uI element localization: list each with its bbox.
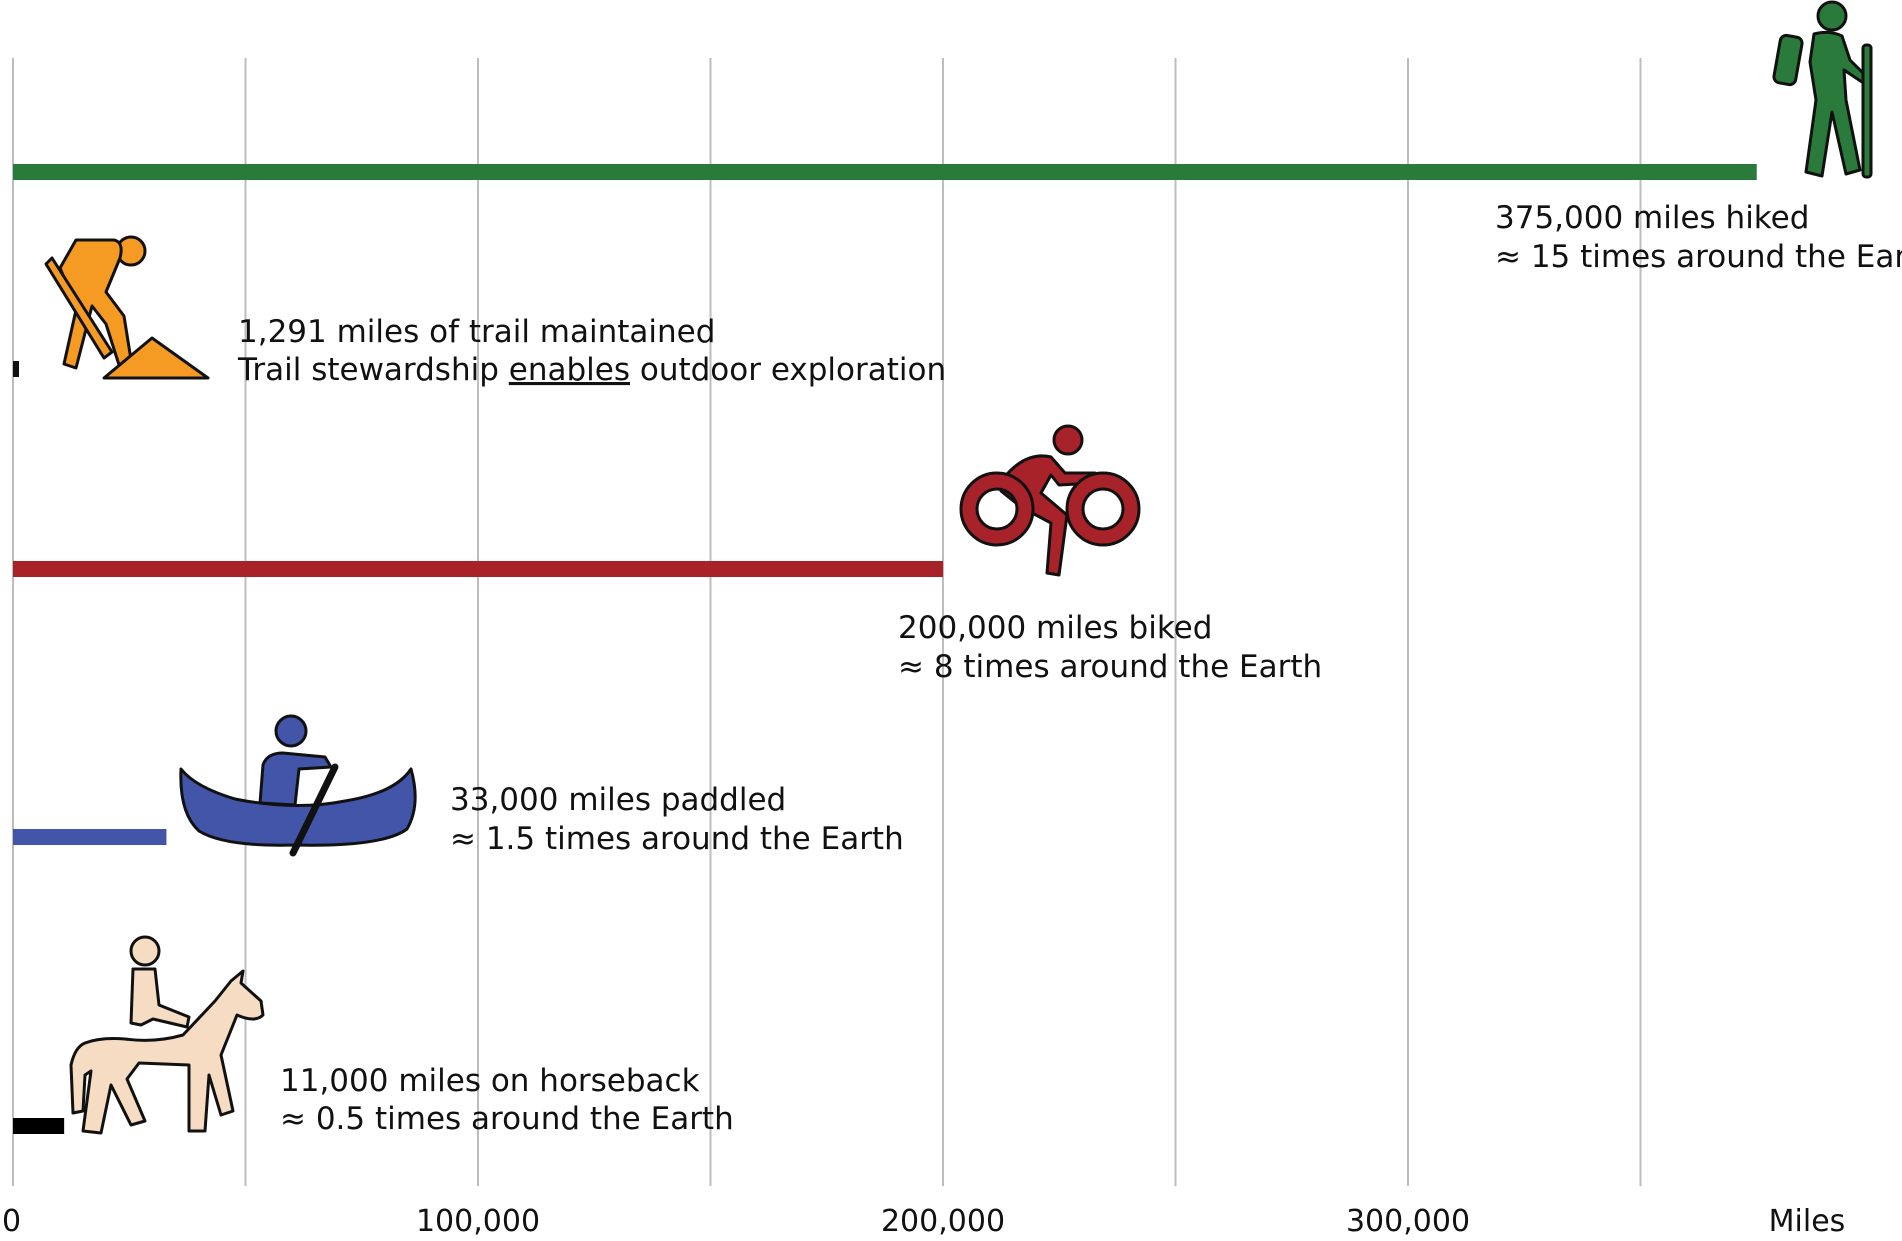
x-tick-label: 0 xyxy=(2,1204,21,1239)
x-axis-unit-label: Miles xyxy=(1769,1204,1846,1239)
bar-hiked xyxy=(13,164,1757,180)
maintained-label-pre: Trail stewardship xyxy=(237,352,509,388)
x-tick-label: 100,000 xyxy=(416,1204,540,1239)
maintained-label-line1: 1,291 miles of trail maintained xyxy=(238,314,715,350)
x-axis-ticks: 0 100,000 200,000 300,000 xyxy=(2,1204,1470,1239)
hiked-label-line1: 375,000 miles hiked xyxy=(1495,200,1809,236)
paddled-label-line2: ≈ 1.5 times around the Earth xyxy=(450,821,904,857)
bar-horseback xyxy=(13,1118,65,1134)
hiker-icon xyxy=(1772,0,1873,179)
maintained-label-line2: Trail stewardship enables outdoor explor… xyxy=(237,352,946,388)
bar-maintained xyxy=(13,361,20,377)
x-tick-label: 200,000 xyxy=(881,1204,1005,1239)
bar-biked xyxy=(13,561,943,577)
maintained-label-emph: enables xyxy=(509,352,630,388)
maintained-label-post: outdoor exploration xyxy=(630,352,946,388)
horseback-label-line1: 11,000 miles on horseback xyxy=(280,1063,700,1099)
biked-label-line1: 200,000 miles biked xyxy=(898,610,1212,646)
x-tick-label: 300,000 xyxy=(1346,1204,1470,1239)
biked-label-line2: ≈ 8 times around the Earth xyxy=(898,649,1322,685)
cyclist-icon xyxy=(959,424,1141,577)
trail-worker-icon xyxy=(44,235,210,380)
bars xyxy=(13,164,1757,1134)
hiked-label-line2: ≈ 15 times around the Earth xyxy=(1495,239,1902,275)
paddled-label-line1: 33,000 miles paddled xyxy=(450,782,786,818)
bar-paddled xyxy=(13,829,167,845)
canoe-icon xyxy=(179,714,417,857)
horse-rider-icon xyxy=(69,935,265,1135)
grid-lines xyxy=(12,58,1642,1186)
horseback-label-line2: ≈ 0.5 times around the Earth xyxy=(280,1101,734,1137)
